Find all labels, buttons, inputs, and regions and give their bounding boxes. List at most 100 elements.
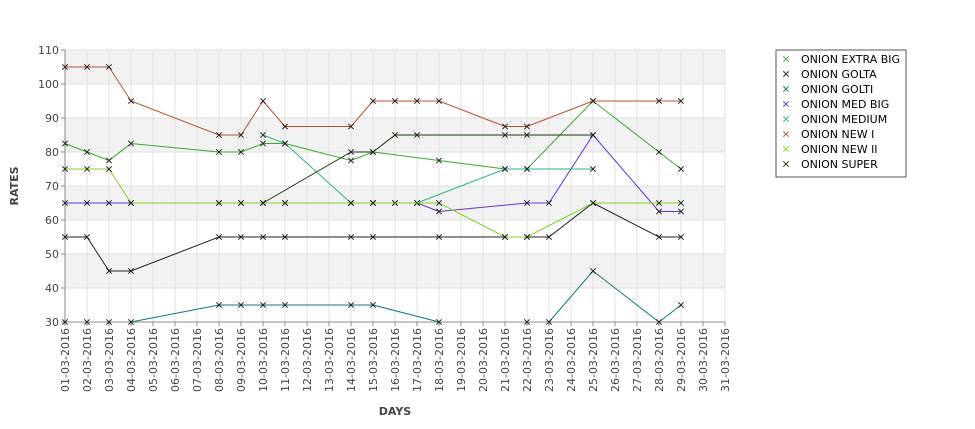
data-point-onion-golti [61, 318, 69, 326]
data-point-onion-medium [259, 131, 267, 139]
data-point-onion-new-i [435, 97, 443, 105]
y-axis-title: RATES [8, 166, 21, 205]
data-point-onion-extra-big [347, 157, 355, 164]
legend-label-onion-new-ii: ONION NEW II [801, 143, 878, 156]
data-point-onion-golta [215, 233, 223, 241]
data-point-onion-super [391, 131, 399, 139]
data-point-onion-golti [83, 318, 91, 326]
y-tick-label: 30 [45, 316, 59, 329]
legend-marker-onion-med-big [782, 100, 790, 108]
data-point-onion-new-i [127, 97, 135, 105]
x-tick-label: 03-03-2016 [103, 328, 116, 392]
x-axis-title: DAYS [379, 405, 412, 418]
x-tick-label: 18-03-2016 [433, 328, 446, 392]
y-tick-labels: 30 40 50 60 70 80 90 100 110 [38, 44, 65, 329]
data-point-onion-new-ii [589, 199, 597, 207]
data-point-onion-new-i [501, 123, 509, 130]
data-point-onion-med-big [105, 199, 113, 207]
data-point-onion-med-big [435, 208, 443, 215]
x-tick-label: 25-03-2016 [587, 328, 600, 392]
data-point-onion-golti [237, 301, 245, 309]
data-point-onion-new-ii [369, 199, 377, 207]
series-line-onion-new-ii [65, 168, 681, 238]
data-point-onion-golta [545, 233, 553, 241]
series-lines [61, 63, 685, 326]
data-point-onion-golta [105, 267, 113, 275]
legend-label-onion-golti: ONION GOLTI [801, 83, 873, 96]
x-tick-label: 13-03-2016 [323, 328, 336, 392]
legend-box [775, 49, 907, 178]
data-point-onion-new-ii [501, 233, 509, 241]
data-point-onion-golta [369, 233, 377, 241]
x-tick-label: 01-03-2016 [59, 328, 72, 392]
data-point-onion-golti [369, 301, 377, 309]
data-point-onion-extra-big [435, 157, 443, 164]
y-tick-label: 90 [45, 112, 59, 125]
data-point-onion-golta [347, 233, 355, 241]
x-tick-label: 05-03-2016 [147, 328, 160, 392]
y-tick-label: 70 [45, 180, 59, 193]
data-point-onion-new-i [369, 97, 377, 105]
x-tick-label: 04-03-2016 [125, 328, 138, 392]
x-tick-label: 22-03-2016 [521, 328, 534, 392]
legend-marker-onion-new-i [782, 130, 790, 138]
y-tick-label: 100 [38, 78, 59, 91]
legend-marker-onion-medium [782, 115, 790, 123]
x-tick-label: 29-03-2016 [675, 328, 688, 392]
data-point-onion-golti [523, 318, 531, 326]
data-point-onion-golti [589, 267, 597, 275]
data-point-onion-golti [215, 301, 223, 309]
series-line-onion-golti [130, 304, 440, 323]
x-tick-label: 10-03-2016 [257, 328, 270, 392]
x-tick-label: 23-03-2016 [543, 328, 556, 392]
data-point-onion-extra-big [83, 148, 91, 156]
data-point-onion-new-i [281, 123, 289, 130]
data-point-onion-golta [259, 233, 267, 241]
data-point-onion-med-big [61, 199, 69, 207]
data-point-onion-new-ii [435, 199, 443, 207]
data-point-onion-extra-big [105, 157, 113, 164]
x-tick-label: 11-03-2016 [279, 328, 292, 392]
data-point-onion-new-i [105, 63, 113, 71]
legend-label-onion-golta: ONION GOLTA [801, 68, 877, 81]
y-tick-label: 110 [38, 44, 59, 57]
data-point-onion-new-ii [281, 199, 289, 207]
x-tick-label: 06-03-2016 [169, 328, 182, 392]
data-point-onion-golta [655, 233, 663, 241]
series-line-onion-super [262, 134, 593, 204]
data-point-onion-new-i [61, 63, 69, 71]
data-point-onion-new-ii [105, 165, 113, 173]
series-onion-golti [61, 267, 685, 326]
data-point-onion-golti [677, 301, 685, 309]
data-point-onion-new-ii [215, 199, 223, 207]
data-point-onion-extra-big [677, 165, 685, 173]
x-tick-label: 30-03-2016 [697, 328, 710, 392]
x-tick-label: 28-03-2016 [653, 328, 666, 392]
x-tick-label: 17-03-2016 [411, 328, 424, 392]
data-point-onion-super [523, 131, 531, 139]
legend-marker-onion-new-ii [782, 145, 790, 153]
data-point-onion-golta [281, 233, 289, 241]
y-tick-label: 40 [45, 282, 59, 295]
legend-label-onion-medium: ONION MEDIUM [801, 113, 887, 126]
x-tick-label: 16-03-2016 [389, 328, 402, 392]
data-point-onion-new-ii [677, 199, 685, 207]
data-point-onion-golti [655, 318, 663, 326]
series-onion-super [259, 131, 597, 207]
data-point-onion-new-i [677, 97, 685, 105]
data-point-onion-super [347, 148, 355, 156]
x-tick-label: 19-03-2016 [455, 328, 468, 392]
data-point-onion-new-i [589, 97, 597, 105]
series-line-onion-new-i [65, 66, 681, 136]
data-point-onion-new-i [237, 131, 245, 139]
data-point-onion-golti [435, 318, 443, 326]
data-point-onion-new-ii [237, 199, 245, 207]
x-tick-label: 24-03-2016 [565, 328, 578, 392]
x-tick-label: 26-03-2016 [609, 328, 622, 392]
data-point-onion-super [413, 131, 421, 139]
x-tick-label: 27-03-2016 [631, 328, 644, 392]
legend-label-onion-med-big: ONION MED BIG [801, 98, 889, 111]
data-point-onion-golti [127, 318, 135, 326]
legend-marker-onion-golti [782, 85, 790, 93]
data-point-onion-golta [83, 233, 91, 241]
